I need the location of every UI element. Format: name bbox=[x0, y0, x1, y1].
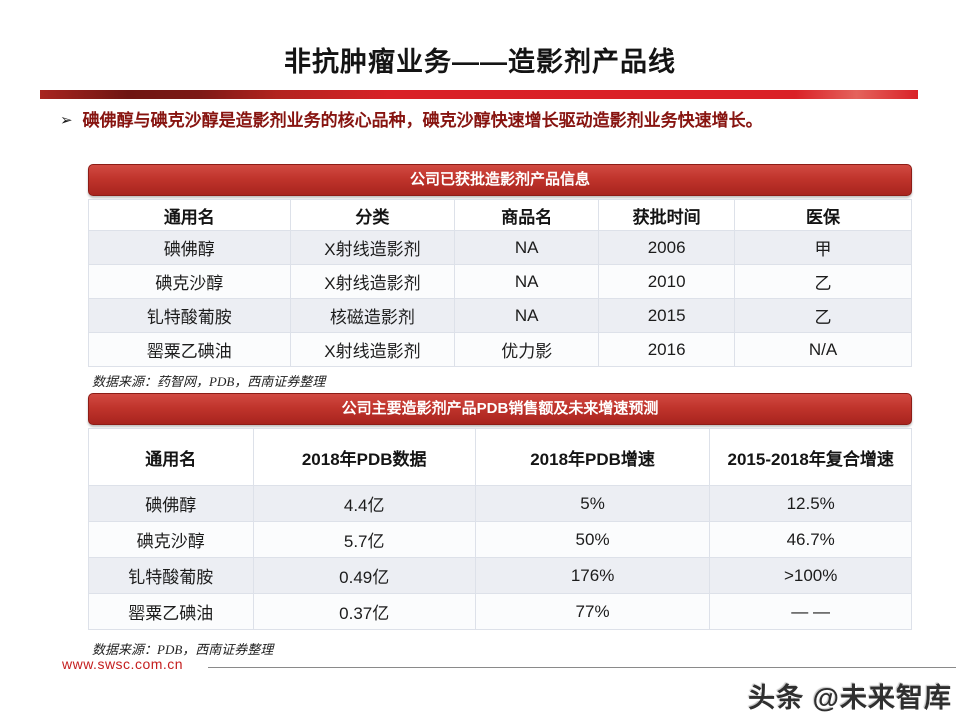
column-header: 通用名 bbox=[88, 199, 291, 231]
table-cell: 优力影 bbox=[454, 332, 600, 367]
table-cell: 4.4亿 bbox=[252, 485, 476, 522]
table-cell: 5.7亿 bbox=[252, 521, 476, 558]
page-title: 非抗肿瘤业务——造影剂产品线 bbox=[284, 47, 676, 77]
table-cell: 77% bbox=[474, 593, 711, 630]
table-cell: 碘佛醇 bbox=[88, 230, 291, 265]
table-cell: NA bbox=[454, 230, 600, 265]
table-cell: X射线造影剂 bbox=[289, 264, 456, 299]
table-row: 罂粟乙碘油 0.37亿 77% — — bbox=[88, 593, 912, 630]
table-row: 钆特酸葡胺 0.49亿 176% >100% bbox=[88, 557, 912, 594]
table-cell: 5% bbox=[474, 485, 711, 522]
table-cell: 碘佛醇 bbox=[88, 485, 254, 522]
company-website-url: www.swsc.com.cn bbox=[62, 656, 184, 672]
table-cell: — — bbox=[709, 593, 912, 630]
table-cell: 176% bbox=[474, 557, 711, 594]
pdb-sales-table: 通用名 2018年PDB数据 2018年PDB增速 2015-2018年复合增速… bbox=[88, 428, 912, 630]
table-row: 罂粟乙碘油 X射线造影剂 优力影 2016 N/A bbox=[88, 332, 912, 367]
table-cell: 0.49亿 bbox=[252, 557, 476, 594]
table-row: 碘佛醇 X射线造影剂 NA 2006 甲 bbox=[88, 230, 912, 265]
title-divider bbox=[40, 90, 918, 99]
table-cell: NA bbox=[454, 298, 600, 333]
table-cell: 乙 bbox=[734, 298, 912, 333]
pdb-sales-table-section: 公司主要造影剂产品PDB销售额及未来增速预测 通用名 2018年PDB数据 20… bbox=[88, 393, 912, 630]
table-cell: NA bbox=[454, 264, 600, 299]
table-cell: 2016 bbox=[598, 332, 736, 367]
table-cell: 罂粟乙碘油 bbox=[88, 332, 291, 367]
table-cell: 46.7% bbox=[709, 521, 912, 558]
table-cell: 2010 bbox=[598, 264, 736, 299]
table-cell: >100% bbox=[709, 557, 912, 594]
table-cell: X射线造影剂 bbox=[289, 230, 456, 265]
table-row: 碘克沙醇 X射线造影剂 NA 2010 乙 bbox=[88, 264, 912, 299]
column-header: 分类 bbox=[289, 199, 456, 231]
column-header: 获批时间 bbox=[598, 199, 736, 231]
approved-products-table-section: 公司已获批造影剂产品信息 通用名 分类 商品名 获批时间 医保 碘佛醇 X射线造… bbox=[88, 164, 912, 367]
table-cell: 碘克沙醇 bbox=[88, 264, 291, 299]
table-cell: 甲 bbox=[734, 230, 912, 265]
table-cell: X射线造影剂 bbox=[289, 332, 456, 367]
table-header-row: 通用名 2018年PDB数据 2018年PDB增速 2015-2018年复合增速 bbox=[88, 428, 912, 486]
table-cell: 核磁造影剂 bbox=[289, 298, 456, 333]
table-cell: 碘克沙醇 bbox=[88, 521, 254, 558]
table1-source-note: 数据来源：药智网，PDB，西南证券整理 bbox=[92, 374, 326, 389]
table-cell: 钆特酸葡胺 bbox=[88, 298, 291, 333]
approved-products-table: 通用名 分类 商品名 获批时间 医保 碘佛醇 X射线造影剂 NA 2006 甲 … bbox=[88, 199, 912, 367]
column-header: 商品名 bbox=[454, 199, 600, 231]
table-cell: 12.5% bbox=[709, 485, 912, 522]
table-cell: 2006 bbox=[598, 230, 736, 265]
table1-title-banner: 公司已获批造影剂产品信息 bbox=[88, 164, 912, 196]
bullet-text: 碘佛醇与碘克沙醇是造影剂业务的核心品种，碘克沙醇快速增长驱动造影剂业务快速增长。 bbox=[82, 111, 763, 130]
table2-title-banner: 公司主要造影剂产品PDB销售额及未来增速预测 bbox=[88, 393, 912, 425]
table-cell: 乙 bbox=[734, 264, 912, 299]
column-header: 2018年PDB数据 bbox=[252, 428, 476, 486]
watermark-toutiao: 头条 @未来智库 bbox=[748, 683, 952, 713]
table2-source-note: 数据来源：PDB，西南证券整理 bbox=[92, 642, 274, 657]
table-cell: 罂粟乙碘油 bbox=[88, 593, 254, 630]
table-cell: 钆特酸葡胺 bbox=[88, 557, 254, 594]
bullet-arrow-icon: ➢ bbox=[60, 112, 73, 129]
key-point-bullet: ➢ 碘佛醇与碘克沙醇是造影剂业务的核心品种，碘克沙醇快速增长驱动造影剂业务快速增… bbox=[60, 110, 920, 132]
column-header: 2018年PDB增速 bbox=[474, 428, 711, 486]
footer-divider bbox=[208, 667, 956, 668]
table-cell: N/A bbox=[734, 332, 912, 367]
table-cell: 2015 bbox=[598, 298, 736, 333]
table-cell: 0.37亿 bbox=[252, 593, 476, 630]
table-row: 钆特酸葡胺 核磁造影剂 NA 2015 乙 bbox=[88, 298, 912, 333]
column-header: 通用名 bbox=[88, 428, 254, 486]
column-header: 医保 bbox=[734, 199, 912, 231]
table-row: 碘克沙醇 5.7亿 50% 46.7% bbox=[88, 521, 912, 558]
table-header-row: 通用名 分类 商品名 获批时间 医保 bbox=[88, 199, 912, 231]
column-header: 2015-2018年复合增速 bbox=[709, 428, 912, 486]
table-cell: 50% bbox=[474, 521, 711, 558]
table-row: 碘佛醇 4.4亿 5% 12.5% bbox=[88, 485, 912, 522]
